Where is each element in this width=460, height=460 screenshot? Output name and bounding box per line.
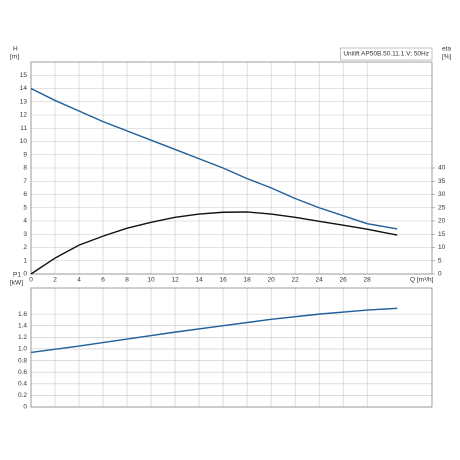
x-tick-label: 2 (53, 277, 57, 284)
series-line (30, 211, 398, 275)
y-tick-label: 9 (23, 151, 27, 158)
y-tick-label: 1.2 (18, 334, 27, 341)
y-tick-label: 0.6 (18, 369, 27, 376)
x-tick-label: 26 (340, 277, 348, 284)
series-line (30, 307, 398, 354)
y-tick-label: 0.2 (18, 392, 27, 399)
x-tick-label: 28 (364, 277, 372, 284)
y-tick-label: 10 (20, 138, 28, 145)
y-tick-label: 11 (20, 125, 27, 132)
y-tick-label: 2 (23, 244, 27, 251)
y-axis-unit: [kW] (10, 280, 23, 287)
y-axis-label: P1 (13, 272, 21, 279)
x-tick-label: 6 (101, 277, 105, 284)
y-axis-unit: [m] (10, 54, 19, 61)
x-tick-label: 8 (125, 277, 129, 284)
y-tick-label: 13 (20, 98, 28, 105)
x-tick-label: 10 (147, 277, 155, 284)
y-tick-label: 3 (23, 231, 27, 238)
x-tick-label: 0 (29, 277, 33, 284)
y2-tick-label: 35 (438, 178, 446, 185)
y-tick-label: 7 (23, 178, 27, 185)
plot-frame (30, 287, 433, 408)
x-tick-label: 12 (171, 277, 179, 284)
y2-tick-label: 20 (438, 218, 446, 225)
x-tick-label: 16 (219, 277, 227, 284)
plot-frame (30, 61, 433, 275)
x-tick-label: 14 (195, 277, 203, 284)
x-axis-label: Q [m³/h] (410, 277, 434, 284)
y2-tick-label: 15 (438, 231, 446, 238)
y-tick-label: 12 (20, 112, 28, 119)
y2-tick-label: 40 (438, 165, 446, 172)
x-tick-label: 24 (316, 277, 324, 284)
y-tick-label: 1 (23, 257, 27, 264)
y-tick-label: 1.6 (18, 311, 27, 318)
y-tick-label: 0 (23, 271, 27, 278)
y-tick-label: 4 (23, 218, 27, 225)
y-tick-label: 8 (23, 165, 27, 172)
y2-tick-label: 30 (438, 191, 446, 198)
annotation-box (340, 47, 433, 61)
y2-axis-unit: [%] (442, 54, 452, 61)
y-tick-label: 14 (20, 85, 28, 92)
x-tick-label: 20 (268, 277, 276, 284)
x-tick-label: 4 (77, 277, 81, 284)
y-tick-label: 5 (23, 204, 27, 211)
y2-tick-label: 0 (438, 271, 442, 278)
y-tick-label: 6 (23, 191, 27, 198)
y-tick-label: 0 (23, 404, 27, 411)
y2-tick-label: 10 (438, 244, 446, 251)
y2-axis-label: eta (442, 46, 451, 53)
y-axis-label: H (13, 46, 18, 53)
y-tick-label: 0.8 (18, 357, 27, 364)
y-tick-label: 15 (20, 72, 28, 79)
y2-tick-label: 5 (438, 257, 442, 264)
x-tick-label: 22 (292, 277, 300, 284)
y-tick-label: 0.4 (18, 380, 27, 387)
y-tick-label: 1.4 (18, 322, 27, 329)
y-tick-label: 1.0 (18, 346, 27, 353)
y2-tick-label: 25 (438, 204, 446, 211)
x-tick-label: 18 (243, 277, 251, 284)
series-line (30, 87, 398, 230)
annotation: Unilift AP50B.50.11.1.V; 50Hz (343, 51, 429, 58)
